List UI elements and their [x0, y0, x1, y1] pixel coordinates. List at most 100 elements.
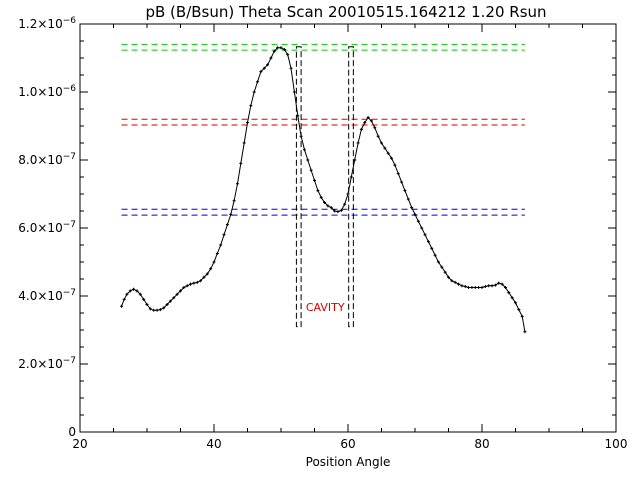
data-point: [336, 210, 340, 214]
data-point: [269, 56, 273, 60]
data-point: [426, 240, 430, 244]
data-point: [215, 252, 219, 255]
y-tick-label: 2.0×10−7: [18, 356, 76, 371]
data-point: [142, 297, 146, 301]
data-point: [120, 304, 124, 308]
data-point: [319, 195, 323, 199]
data-point: [376, 134, 380, 138]
data-point: [346, 192, 350, 196]
data-point: [493, 283, 497, 287]
data-point: [316, 189, 320, 193]
x-tick-label: 60: [340, 437, 355, 451]
data-point: [309, 168, 313, 172]
data-point: [266, 63, 270, 67]
data-point: [356, 141, 360, 145]
data-point: [477, 286, 481, 289]
cavity-boxes: [295, 46, 354, 328]
data-point: [487, 284, 491, 288]
data-point: [202, 275, 206, 279]
data-point: [500, 282, 504, 286]
data-point: [189, 282, 193, 286]
data-point: [483, 284, 487, 288]
cavity-box-1: [348, 46, 354, 328]
data-point: [450, 279, 454, 283]
data-point: [460, 284, 464, 288]
data-point: [132, 287, 136, 291]
y-tick-label: 1.2×10−6: [18, 16, 76, 31]
data-point: [165, 303, 169, 306]
data-point: [122, 297, 126, 301]
x-axis-label: Position Angle: [306, 455, 391, 469]
data-point: [390, 156, 394, 160]
data-point: [326, 204, 330, 208]
data-point: [393, 163, 397, 167]
data-point: [339, 208, 343, 212]
data-point: [447, 275, 450, 279]
data-point: [514, 301, 517, 305]
data-point: [420, 226, 424, 230]
data-point: [179, 289, 182, 293]
data-point: [135, 289, 139, 293]
cavity-box-0: [295, 46, 302, 328]
y-tick-label: 4.0×10−7: [18, 288, 76, 303]
data-point: [473, 286, 477, 289]
chart-title: pB (B/Bsun) Theta Scan 20010515.164212 1…: [145, 3, 546, 21]
data-point: [523, 330, 527, 334]
data-point: [292, 90, 296, 94]
data-point: [333, 209, 337, 213]
data-point: [400, 180, 404, 184]
series-line-0: [121, 47, 526, 332]
data-point: [380, 141, 383, 145]
data-point: [212, 260, 216, 264]
data-point: [386, 151, 390, 155]
x-tick-label: 100: [605, 437, 628, 451]
data-point: [366, 116, 370, 119]
data-point: [155, 308, 159, 312]
data-point: [225, 223, 229, 227]
data-point: [353, 158, 357, 162]
data-point: [249, 104, 253, 108]
data-point: [185, 284, 189, 288]
annotations: CAVITY: [306, 301, 345, 314]
data-point: [349, 175, 353, 179]
data-point: [252, 90, 256, 94]
data-point: [148, 307, 152, 311]
y-tick-label: 0: [68, 425, 76, 439]
data-point: [453, 280, 457, 284]
data-point: [256, 80, 260, 84]
data-point: [299, 134, 303, 138]
data-point: [239, 161, 243, 165]
data-point: [416, 219, 420, 223]
data-point: [383, 146, 387, 150]
y-tick-label: 6.0×10−7: [18, 220, 76, 235]
data-point: [138, 292, 142, 296]
data-point: [276, 46, 280, 50]
data-point: [359, 127, 363, 131]
data-point: [517, 308, 521, 312]
data-point: [363, 121, 367, 125]
cavity-label: CAVITY: [306, 301, 345, 314]
data-point: [262, 66, 266, 70]
data-point: [329, 206, 333, 210]
data-point: [507, 291, 511, 295]
data-point: [232, 199, 236, 203]
data-point: [306, 158, 310, 162]
data-point: [343, 202, 347, 206]
data-point: [406, 197, 410, 201]
data-point: [313, 178, 316, 182]
data-point: [172, 296, 176, 300]
data-point: [168, 299, 172, 303]
x-tick-label: 20: [72, 437, 87, 451]
data-point: [289, 66, 293, 70]
data-point: [222, 233, 226, 237]
data-point: [175, 292, 179, 296]
data-point: [457, 282, 461, 286]
data-point: [259, 70, 263, 74]
data-point: [219, 243, 223, 247]
data-point: [302, 148, 306, 152]
data-point: [413, 212, 417, 216]
data-point: [235, 182, 239, 186]
data-point: [503, 286, 507, 289]
data-point: [286, 53, 290, 57]
